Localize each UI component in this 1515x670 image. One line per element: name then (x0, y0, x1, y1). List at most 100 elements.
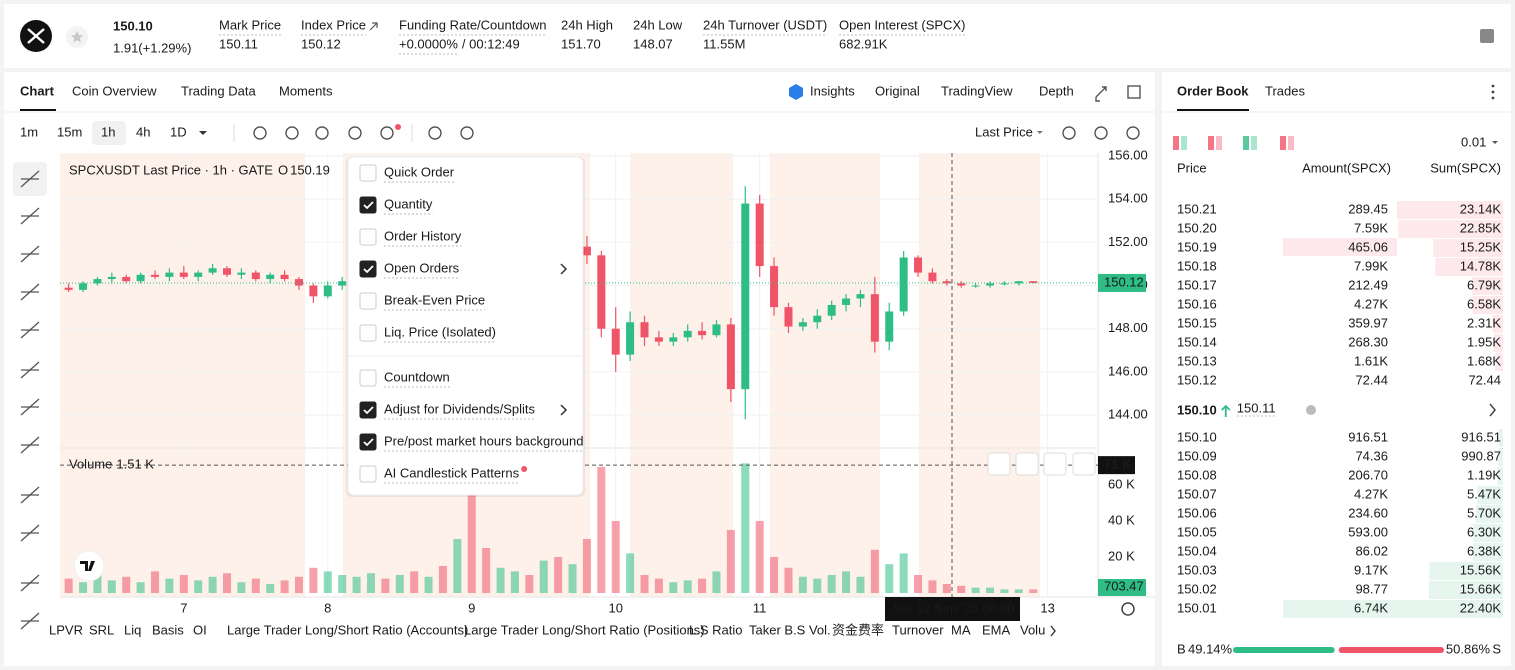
drawing-tool[interactable] (20, 321, 40, 339)
indicator-tab[interactable]: SRL (89, 622, 114, 637)
window-icon[interactable] (1127, 85, 1141, 99)
menu-item[interactable]: Adjust for Dividends/Splits (384, 401, 536, 416)
menu-item[interactable]: Pre/post market hours background (384, 433, 583, 448)
drawing-tool[interactable] (20, 245, 40, 263)
menu-item[interactable]: Open Orders (384, 260, 460, 275)
price[interactable]: 150.08 (1177, 467, 1217, 482)
chart-tab[interactable]: Coin Overview (72, 83, 157, 98)
view-mode[interactable] (1216, 136, 1222, 150)
toolbar-icon[interactable] (1062, 126, 1076, 140)
checkbox[interactable] (359, 228, 377, 246)
price[interactable]: 150.07 (1177, 486, 1217, 501)
interval[interactable]: 4h (136, 124, 150, 139)
precision[interactable]: 0.01 (1461, 134, 1486, 149)
drawing-tool[interactable] (20, 612, 40, 630)
indicator-tab[interactable]: Basis (152, 622, 184, 637)
indicator-tab[interactable]: LPVR (49, 622, 83, 637)
view-mode[interactable] (1280, 136, 1286, 150)
orderbook-tab[interactable]: Order Book (1177, 83, 1249, 98)
drawing-tool[interactable] (20, 207, 40, 225)
drawing-tool[interactable] (20, 436, 40, 454)
chart-tab[interactable]: Trading Data (181, 83, 256, 98)
toolbar-icon[interactable] (253, 126, 267, 140)
checkbox[interactable] (359, 369, 377, 387)
drawing-tool[interactable] (20, 524, 40, 542)
menu-item[interactable]: Break-Even Price (384, 292, 485, 307)
pane-button[interactable] (1072, 452, 1096, 476)
chart-tab[interactable]: Chart (20, 83, 55, 98)
menu-item[interactable]: AI Candlestick Patterns (384, 465, 520, 480)
interval[interactable]: 1D (170, 124, 187, 139)
price[interactable]: 150.15 (1177, 315, 1217, 330)
drawing-tool[interactable] (20, 574, 40, 592)
view-mode[interactable] (1243, 136, 1249, 150)
expand-icon[interactable] (1095, 86, 1107, 102)
price-source[interactable]: Last Price (975, 124, 1033, 139)
indicator-tab[interactable]: L.S Ratio (689, 622, 742, 637)
view-mode[interactable] (1173, 136, 1179, 150)
view-tab[interactable]: Insights (810, 83, 855, 98)
indicator-tab[interactable]: MA (951, 622, 971, 637)
checkbox[interactable] (359, 164, 377, 182)
price[interactable]: 150.16 (1177, 296, 1217, 311)
indicator-tab[interactable]: Liq (124, 622, 141, 637)
view-mode[interactable] (1288, 136, 1294, 150)
settings-icon[interactable] (1121, 602, 1135, 616)
price[interactable]: 150.10 (1177, 429, 1217, 444)
price[interactable]: 150.21 (1177, 201, 1217, 216)
interval[interactable]: 1m (20, 124, 38, 139)
interval[interactable]: 15m (57, 124, 82, 139)
checkbox[interactable] (359, 260, 377, 278)
indicator-tab[interactable]: OI (193, 622, 207, 637)
checkbox[interactable] (359, 196, 377, 214)
price[interactable]: 150.03 (1177, 562, 1217, 577)
menu-item[interactable]: Quantity (384, 196, 433, 211)
checkbox[interactable] (359, 401, 377, 419)
pane-button[interactable] (1015, 452, 1039, 476)
indicator-tab[interactable]: Large Trader Long/Short Ratio (Accounts) (227, 622, 468, 637)
interval[interactable]: 1h (101, 124, 115, 139)
pane-button[interactable] (1043, 452, 1067, 476)
toolbar-icon[interactable] (348, 126, 362, 140)
toolbar-icon[interactable] (428, 126, 442, 140)
view-tab[interactable]: TradingView (941, 83, 1013, 98)
drawing-tool[interactable] (20, 283, 40, 301)
checkbox[interactable] (359, 292, 377, 310)
checkbox[interactable] (359, 324, 377, 342)
drawing-tool[interactable] (20, 361, 40, 379)
toolbar-icon[interactable] (1126, 126, 1140, 140)
menu-item[interactable]: Countdown (384, 369, 450, 384)
price[interactable]: 150.06 (1177, 505, 1217, 520)
orderbook-tab[interactable]: Trades (1265, 83, 1305, 98)
price[interactable]: 150.14 (1177, 334, 1217, 349)
view-mode[interactable] (1181, 136, 1187, 150)
indicator-tab[interactable]: 资金费率 (832, 622, 884, 637)
price[interactable]: 150.18 (1177, 258, 1217, 273)
indicator-tab[interactable]: EMA (982, 622, 1011, 637)
price[interactable]: 150.01 (1177, 600, 1217, 615)
checkbox[interactable] (359, 465, 377, 483)
price[interactable]: 150.13 (1177, 353, 1217, 368)
price[interactable]: 150.20 (1177, 220, 1217, 235)
menu-item[interactable]: Quick Order (384, 164, 455, 179)
drawing-tool[interactable] (20, 170, 40, 188)
view-mode[interactable] (1251, 136, 1257, 150)
view-tab[interactable]: Original (875, 83, 920, 98)
price[interactable]: 150.17 (1177, 277, 1217, 292)
menu-item[interactable]: Order History (384, 228, 462, 243)
price[interactable]: 150.09 (1177, 448, 1217, 463)
indicator-tab[interactable]: Volu (1020, 622, 1045, 637)
chart-tab[interactable]: Moments (279, 83, 333, 98)
price[interactable]: 150.02 (1177, 581, 1217, 596)
view-mode[interactable] (1208, 136, 1214, 150)
menu-item[interactable]: Liq. Price (Isolated) (384, 324, 496, 339)
toolbar-icon[interactable] (285, 126, 299, 140)
view-tab[interactable]: Depth (1039, 83, 1074, 98)
caret[interactable] (199, 131, 207, 135)
indicator-tab[interactable]: Turnover (892, 622, 944, 637)
notes-icon[interactable] (1480, 29, 1494, 43)
more-arrow[interactable] (1050, 625, 1056, 637)
toolbar-icon[interactable] (1094, 126, 1108, 140)
toolbar-icon[interactable] (460, 126, 474, 140)
toolbar-icon[interactable] (315, 126, 329, 140)
